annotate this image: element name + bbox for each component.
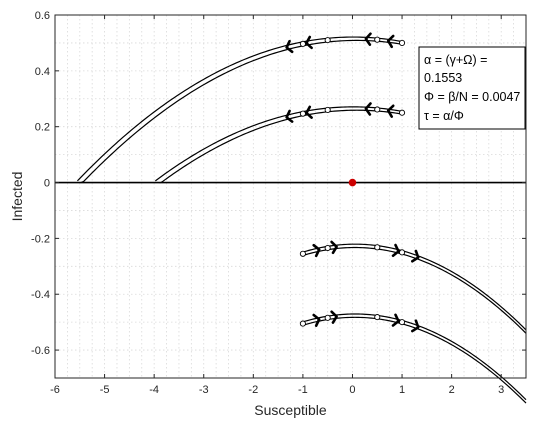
trajectory-line — [302, 243, 527, 331]
direction-arrow — [391, 243, 400, 258]
direction-arrow — [312, 243, 321, 258]
y-tick-label: -0.4 — [31, 289, 50, 301]
trajectory-line — [158, 109, 404, 184]
x-tick-label: -2 — [248, 384, 258, 396]
initial-point-marker — [299, 250, 306, 257]
initial-point-marker — [374, 244, 381, 251]
trajectory-line — [302, 246, 527, 334]
x-tick-label: 0 — [349, 384, 355, 396]
equilibrium-point — [348, 178, 357, 187]
initial-point-marker — [324, 314, 331, 321]
trajectory-layer — [76, 36, 527, 404]
initial-point-marker — [399, 39, 406, 46]
initial-point-marker — [399, 249, 406, 256]
initial-point-marker — [299, 320, 306, 327]
direction-arrow — [305, 105, 313, 119]
x-tick-label: -3 — [199, 384, 209, 396]
legend-line-3: Φ = β/N = 0.0047 — [424, 90, 520, 104]
legend-box — [418, 46, 526, 130]
y-tick-label: 0.6 — [35, 10, 50, 22]
initial-point-marker — [374, 36, 381, 43]
direction-arrow — [312, 313, 321, 327]
x-axis-label: Susceptible — [254, 402, 327, 418]
trajectory-line — [302, 313, 527, 401]
initial-point-marker — [374, 314, 381, 321]
x-tick-label: -6 — [50, 384, 60, 396]
y-tick-label: 0.2 — [35, 122, 50, 134]
initial-point-marker — [374, 106, 381, 113]
direction-arrow — [391, 313, 400, 327]
y-axis-label: Infected — [9, 172, 25, 222]
direction-arrow — [285, 109, 294, 123]
axes-box — [54, 14, 527, 379]
trajectory-line — [155, 106, 401, 182]
y-tick-label: -0.2 — [31, 233, 50, 245]
initial-point-marker — [399, 319, 406, 326]
legend-line-2: 0.1553 — [424, 71, 462, 85]
direction-arrow — [411, 319, 420, 333]
direction-arrow — [285, 39, 294, 54]
initial-point-marker — [399, 109, 406, 116]
x-tick-label: -1 — [298, 384, 308, 396]
direction-arrow — [364, 102, 372, 116]
trajectory-line — [302, 316, 527, 404]
legend-line-4: τ = α/Φ — [424, 109, 464, 123]
initial-point-marker — [324, 37, 331, 44]
direction-arrow — [330, 240, 338, 255]
direction-arrow — [386, 34, 395, 49]
direction-arrow — [364, 32, 372, 46]
x-tick-label: -4 — [149, 384, 159, 396]
y-tick-label: -0.6 — [31, 345, 50, 357]
initial-point-marker — [324, 244, 331, 252]
y-tick-label: 0.4 — [35, 66, 50, 78]
parameter-legend: α = (γ+Ω) = 0.1553 Φ = β/N = 0.0047 τ = … — [418, 46, 526, 130]
x-tick-label: 1 — [399, 384, 405, 396]
y-tick-label: 0 — [44, 178, 50, 190]
direction-arrow — [411, 249, 420, 263]
x-tick-label: -5 — [100, 384, 110, 396]
x-tick-label: 2 — [449, 384, 455, 396]
trajectory-line — [80, 39, 404, 184]
direction-arrow — [305, 35, 313, 50]
trajectory-line — [76, 36, 401, 182]
direction-arrow — [330, 310, 338, 324]
arrow-layer — [285, 32, 420, 333]
legend-line-1: α = (γ+Ω) = — [424, 53, 487, 67]
initial-point-marker — [299, 40, 306, 47]
initial-point-layer — [299, 36, 406, 327]
direction-arrow — [386, 104, 395, 118]
initial-point-marker — [299, 110, 306, 117]
initial-point-marker — [324, 106, 331, 113]
x-tick-label: 3 — [498, 384, 504, 396]
